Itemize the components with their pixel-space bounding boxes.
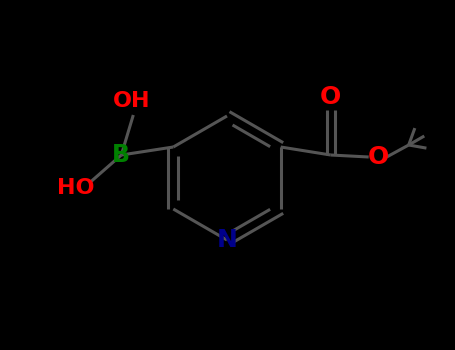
Text: B: B [112,143,130,167]
Text: OH: OH [112,91,150,111]
Text: HO: HO [56,178,94,198]
Text: O: O [368,145,389,169]
Text: O: O [320,85,341,109]
Text: N: N [217,228,238,252]
